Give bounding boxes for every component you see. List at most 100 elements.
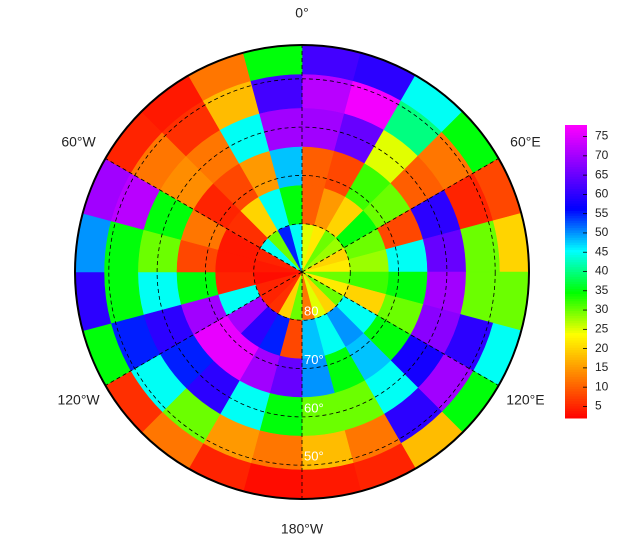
grid-circle (253, 223, 351, 321)
colorbar-swatch (565, 234, 587, 238)
grid-line (301, 158, 499, 273)
colorbar-swatch (565, 337, 587, 341)
colorbar-swatch (565, 183, 587, 187)
colorbar-swatch (565, 212, 587, 216)
colorbar-swatch (565, 393, 587, 397)
colorbar-tick-label: 65 (595, 167, 609, 181)
heat-cell (103, 271, 144, 324)
colorbar-tick-label: 55 (595, 206, 609, 220)
colorbar-swatch (565, 339, 587, 343)
colorbar-tick-label: 20 (595, 341, 609, 355)
colorbar-swatch (565, 198, 587, 202)
colorbar-swatch (565, 300, 587, 304)
colorbar-swatch (565, 186, 587, 189)
colorbar-swatch (565, 356, 587, 360)
colorbar-swatch (565, 154, 587, 158)
colorbar-swatch (565, 398, 587, 402)
colorbar-swatch (565, 286, 587, 290)
plot-border (74, 44, 530, 500)
colorbar-swatch (565, 283, 587, 287)
colorbar-swatch (565, 144, 587, 148)
colorbar-swatch (565, 168, 587, 172)
colorbar-swatch (565, 388, 587, 392)
colorbar-swatch (565, 151, 587, 155)
colorbar-swatch (565, 415, 587, 419)
colorbar-swatch (565, 261, 587, 265)
colorbar-swatch (565, 149, 587, 153)
grid-line (301, 271, 499, 386)
colorbar-swatch (565, 127, 587, 131)
colorbar-swatch (565, 181, 587, 185)
colorbar-swatch (565, 364, 587, 368)
colorbar-swatch (565, 396, 587, 399)
heat-cell (103, 220, 144, 273)
colorbar-swatch (565, 273, 587, 277)
colorbar-tick-label: 70 (595, 148, 609, 162)
colorbar-tick-label: 50 (595, 225, 609, 239)
colorbar-swatch (565, 251, 587, 255)
lon-tick-label: 120°W (57, 392, 100, 408)
colorbar-swatch (565, 400, 587, 404)
heat-cell (460, 220, 501, 273)
colorbar-swatch (565, 210, 587, 214)
colorbar-swatch (565, 298, 587, 302)
colorbar-swatch (565, 366, 587, 370)
grid-circle (205, 175, 399, 369)
colorbar-tick-label: 15 (595, 360, 609, 374)
colorbar-swatch (565, 381, 587, 385)
colorbar-swatch (565, 254, 587, 258)
colorbar-swatch (565, 413, 587, 417)
colorbar-swatch (565, 244, 587, 248)
colorbar-swatch (565, 164, 587, 168)
colorbar-swatch (565, 349, 587, 353)
lon-tick-label: 0° (295, 5, 308, 21)
colorbar-swatch (565, 313, 587, 316)
colorbar-swatch (565, 171, 587, 175)
colorbar-swatch (565, 222, 587, 226)
colorbar-swatch (565, 410, 587, 414)
colorbar-swatch (565, 137, 587, 141)
colorbar-swatch (565, 176, 587, 180)
colorbar-tick-label: 10 (595, 379, 609, 393)
colorbar-tick-label: 5 (595, 399, 602, 413)
heat-cell (460, 271, 501, 324)
colorbar-swatch (565, 195, 587, 199)
colorbar-swatch (565, 276, 587, 280)
colorbar-swatch (565, 281, 587, 285)
colorbar-swatch (565, 249, 587, 253)
colorbar-swatch (565, 271, 587, 275)
heat-cell (250, 73, 303, 114)
grid-circle (156, 126, 448, 418)
colorbar-swatch (565, 347, 587, 351)
colorbar-swatch (565, 142, 587, 146)
colorbar-swatch (565, 215, 587, 219)
colorbar-swatch (565, 305, 587, 309)
colorbar-swatch (565, 247, 587, 251)
lat-tick-label: 60° (304, 400, 324, 415)
colorbar-swatch (565, 378, 587, 382)
lon-tick-label: 60°W (61, 134, 96, 150)
colorbar-swatch (565, 278, 587, 282)
colorbar-swatch (565, 320, 587, 324)
colorbar-swatch (565, 269, 587, 272)
colorbar-swatch (565, 208, 587, 211)
lon-tick-label: 120°E (506, 392, 544, 408)
colorbar-swatch (565, 352, 587, 356)
colorbar-swatch (565, 264, 587, 268)
colorbar-swatch (565, 190, 587, 194)
colorbar-swatch (565, 303, 587, 307)
colorbar-swatch (565, 178, 587, 182)
colorbar-swatch (565, 266, 587, 270)
colorbar-swatch (565, 408, 587, 412)
colorbar-swatch (565, 288, 587, 292)
colorbar-swatch (565, 125, 587, 128)
colorbar-swatch (565, 386, 587, 390)
colorbar-swatch (565, 330, 587, 334)
colorbar-swatch (565, 156, 587, 160)
colorbar-tick-label: 40 (595, 264, 609, 278)
colorbar-swatch (565, 256, 587, 260)
colorbar-swatch (565, 139, 587, 143)
colorbar-swatch (565, 132, 587, 136)
colorbar-swatch (565, 293, 587, 297)
